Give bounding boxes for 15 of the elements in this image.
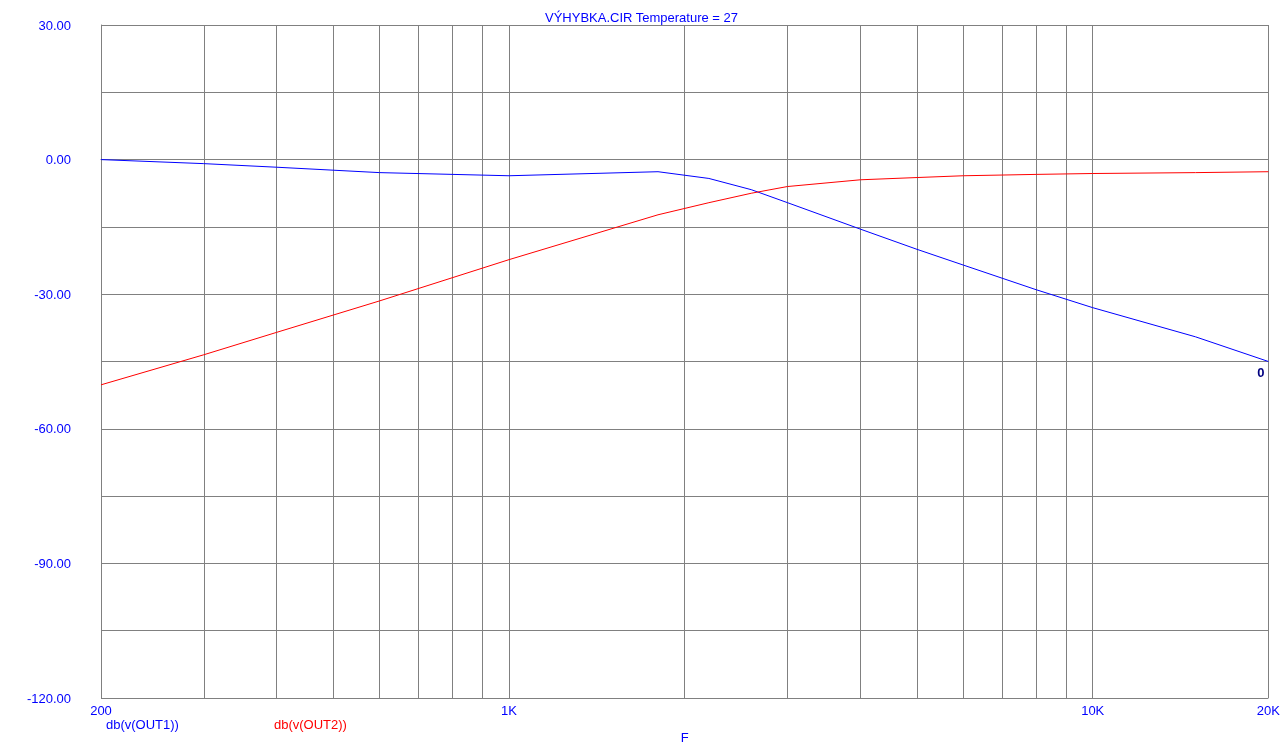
y-tick-label: 0.00	[45, 152, 71, 168]
chart-title: VÝHYBKA.CIR Temperature = 27	[544, 10, 739, 25]
y-tick-label: -30.00	[34, 286, 71, 302]
y-tick-label: -90.00	[34, 555, 71, 571]
text: db(v(OUT1))	[106, 716, 179, 732]
x-tick-label: 1K	[501, 703, 518, 718]
x-axis-title: F	[680, 730, 689, 745]
x-tick-label: 20K	[1256, 703, 1281, 718]
text: db(v(OUT2))	[273, 716, 347, 732]
x-tick-label: 10K	[1081, 703, 1105, 718]
annotation: 0	[1257, 364, 1265, 380]
y-tick-label: -120.00	[26, 690, 71, 706]
x-tick-label: 200	[90, 703, 112, 718]
y-tick-label: 30.00	[38, 17, 71, 33]
y-tick-label: -60.00	[34, 421, 71, 437]
